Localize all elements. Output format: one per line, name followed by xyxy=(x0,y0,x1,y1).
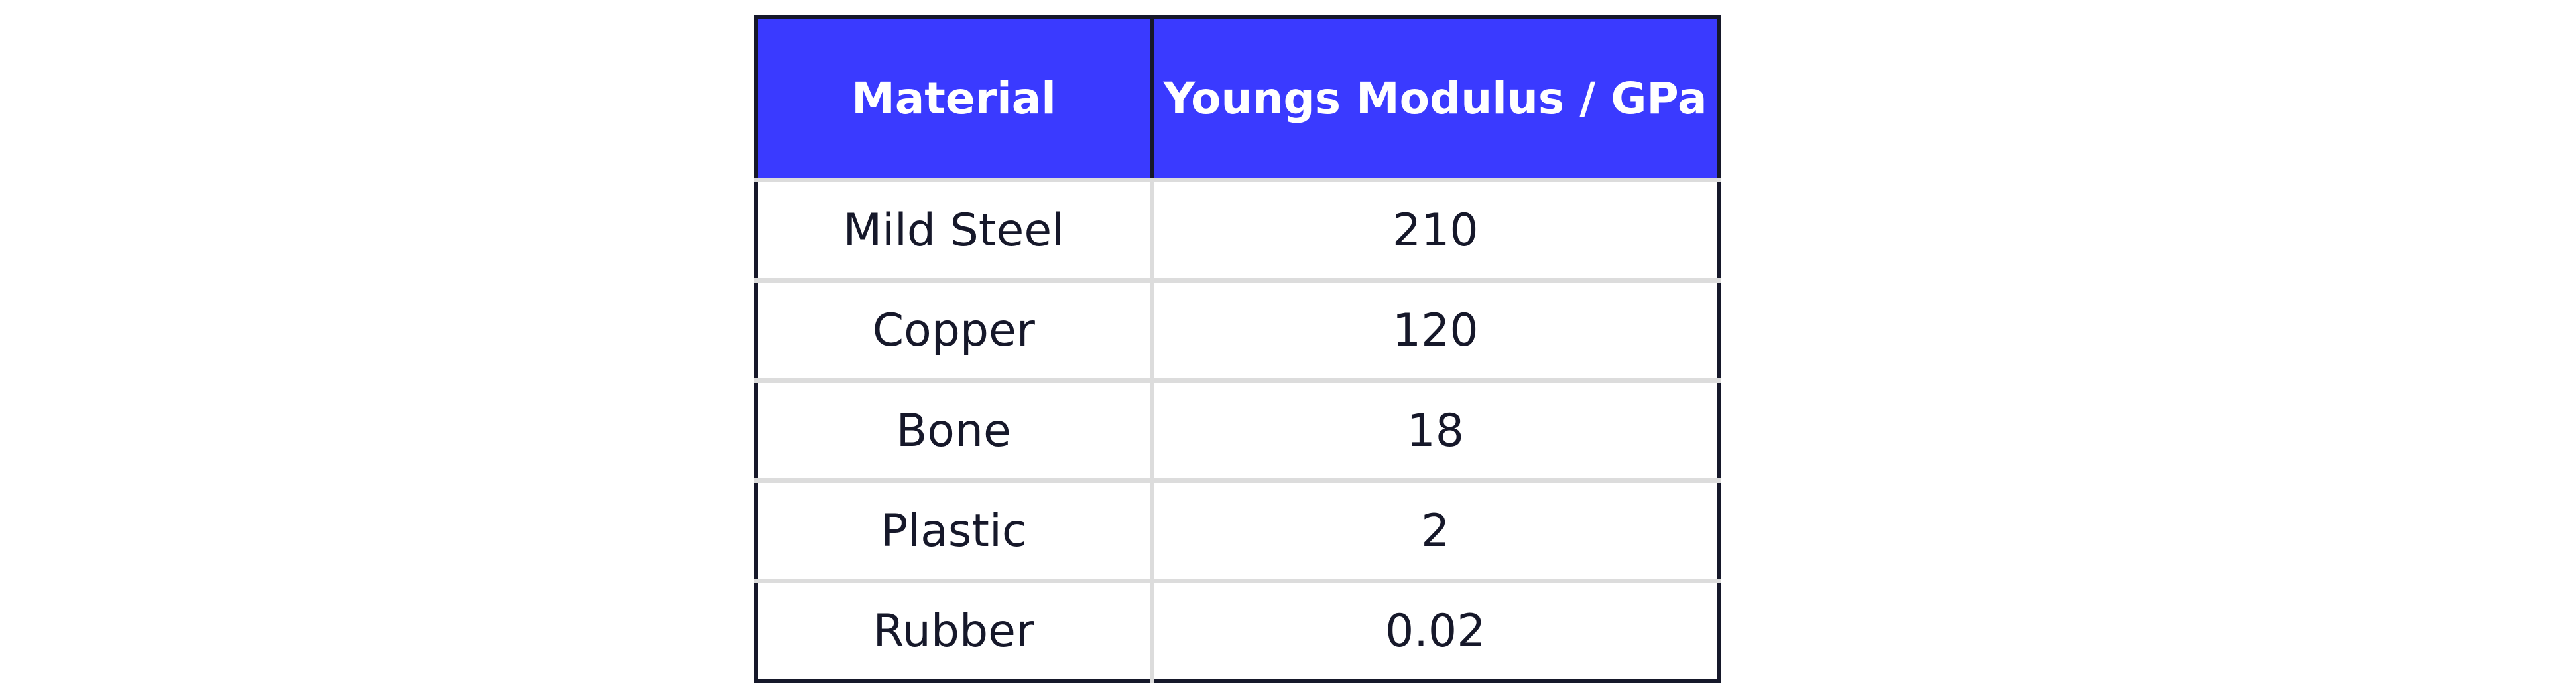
table-row: Bone 18 xyxy=(754,378,1721,483)
table-cell: Copper xyxy=(754,278,1154,383)
header-cell: Material xyxy=(754,15,1154,182)
header-cell: Youngs Modulus / GPa xyxy=(1150,15,1721,182)
table-row: Copper 120 xyxy=(754,278,1721,383)
table-cell: Mild Steel xyxy=(754,178,1154,283)
table-cell: Plastic xyxy=(754,478,1154,583)
table-cell: Bone xyxy=(754,378,1154,483)
table: Material Youngs Modulus / GPa Mild Steel 2… xyxy=(754,15,1721,683)
table-cell: 120 xyxy=(1149,278,1721,383)
table-row: Rubber 0.02 xyxy=(754,579,1721,683)
table-cell: 2 xyxy=(1149,478,1721,583)
table-row: Mild Steel 210 xyxy=(754,178,1721,283)
table-cell: 210 xyxy=(1149,178,1721,283)
table-cell: Rubber xyxy=(754,579,1154,683)
table-head: Material Youngs Modulus / GPa xyxy=(754,15,1721,182)
table-body: Mild Steel 210 Copper 120 Bone 18 Plastic 2 Rubb… xyxy=(754,178,1721,683)
table-container: Material Youngs Modulus / GPa Mild Steel 2… xyxy=(754,15,1721,683)
table-cell: 0.02 xyxy=(1149,579,1721,683)
table-cell: 18 xyxy=(1149,378,1721,483)
table-row: Plastic 2 xyxy=(754,478,1721,583)
header-row: Material Youngs Modulus / GPa xyxy=(754,15,1721,182)
